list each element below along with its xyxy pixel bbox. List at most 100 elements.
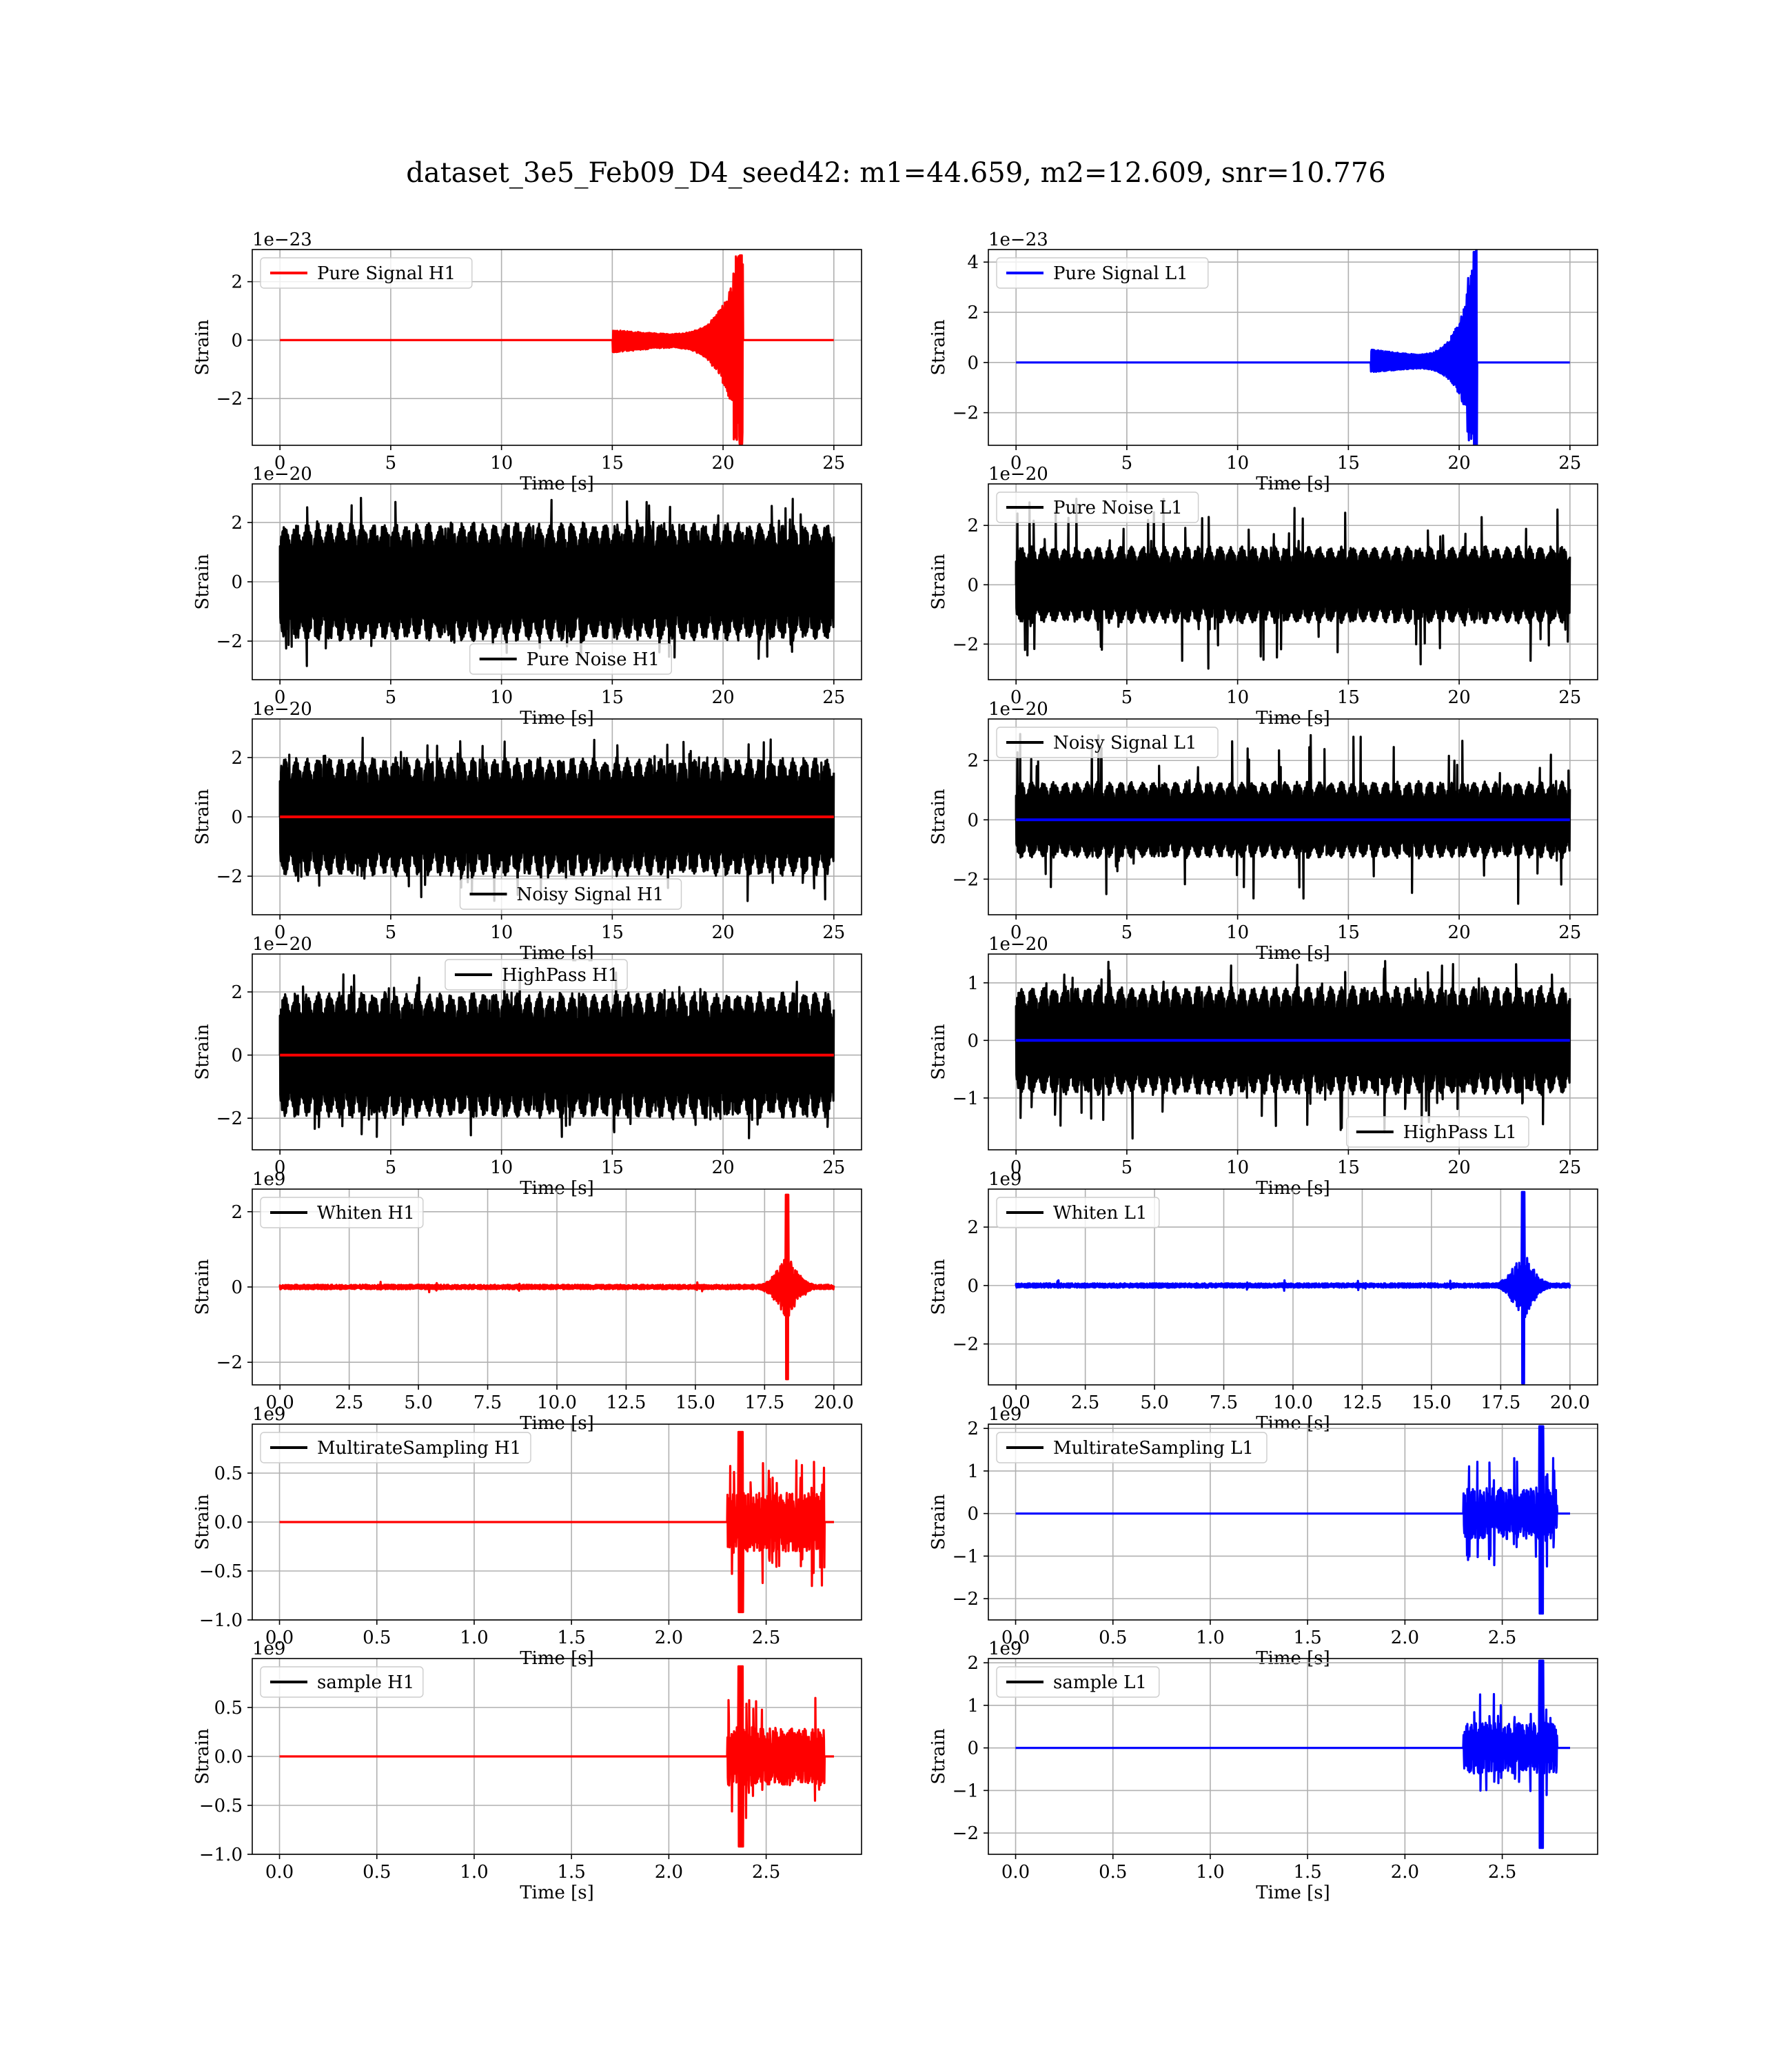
offset-text: 1e−20 xyxy=(988,934,1048,955)
legend-label: HighPass H1 xyxy=(502,965,619,986)
subplot-multirate-sampling-h1: 0.0 0.5 1.0 1.5 2.0 2.5 −1.0 −0.5 0.0 0.5 1e9 Strai… xyxy=(192,1404,862,1669)
y-tick-label: 2 xyxy=(967,516,979,536)
series-line xyxy=(278,1665,835,1848)
x-tick-label: 1.5 xyxy=(1294,1628,1322,1648)
y-tick-label: 2 xyxy=(231,1202,243,1223)
series-group xyxy=(1015,250,1571,445)
series-line xyxy=(1015,498,1571,670)
legend-label: Whiten L1 xyxy=(1053,1203,1147,1224)
x-tick-label: 12.5 xyxy=(1343,1392,1383,1413)
series-line xyxy=(1015,1190,1571,1385)
x-tick-label: 5 xyxy=(385,922,397,943)
series-line xyxy=(1015,250,1571,445)
series-group xyxy=(278,736,835,902)
y-tick-label: 2 xyxy=(967,1419,979,1439)
y-axis-label: Strain xyxy=(928,554,949,610)
y-axis-label: Strain xyxy=(192,1728,213,1785)
series-group xyxy=(1015,1190,1571,1385)
x-tick-label: 0 xyxy=(1010,453,1022,474)
legend-box xyxy=(996,257,1209,289)
x-tick-label: 17.5 xyxy=(1480,1392,1520,1413)
offset-text: 1e9 xyxy=(252,1639,285,1659)
offset-text: 1e9 xyxy=(252,1404,285,1425)
y-axis-label: Strain xyxy=(928,319,949,376)
y-tick-label: 0 xyxy=(231,1277,243,1298)
x-tick-label: 0.5 xyxy=(1099,1862,1127,1883)
offset-text: 1e−23 xyxy=(252,230,312,250)
legend: sample H1 xyxy=(260,1666,424,1698)
x-tick-label: 0 xyxy=(274,922,286,943)
offset-text: 1e−20 xyxy=(988,464,1048,485)
x-tick-label: 2.5 xyxy=(1488,1628,1516,1648)
y-tick-label: 0 xyxy=(967,1276,979,1297)
y-tick-label: −1.0 xyxy=(199,1845,243,1865)
x-tick-label: 5.0 xyxy=(404,1392,432,1413)
series-group xyxy=(278,496,835,667)
y-tick-label: 0 xyxy=(967,1504,979,1525)
series-group xyxy=(1015,1659,1571,1849)
y-tick-label: 0.0 xyxy=(214,1747,243,1767)
offset-text: 1e−20 xyxy=(252,464,312,485)
series-line xyxy=(278,1193,835,1381)
y-tick-label: −2 xyxy=(953,403,979,424)
y-tick-label: 2 xyxy=(231,272,243,293)
series-line xyxy=(278,971,835,1139)
axes-frame xyxy=(988,483,1598,680)
x-tick-label: 5 xyxy=(385,453,397,474)
subplot-sample-l1: 0.0 0.5 1.0 1.5 2.0 2.5 −2 −1 0 1 2 1e9 Strain Time [… xyxy=(928,1639,1598,1903)
x-tick-label: 5 xyxy=(1121,453,1133,474)
x-tick-label: 25 xyxy=(1558,453,1581,474)
series-group xyxy=(1015,1425,1571,1615)
legend-box xyxy=(996,727,1219,758)
y-tick-label: 1 xyxy=(967,973,979,994)
y-tick-label: 2 xyxy=(967,303,979,323)
series-group xyxy=(278,971,835,1139)
axes-frame xyxy=(988,718,1598,915)
x-tick-label: 5 xyxy=(385,687,397,708)
y-tick-label: 0 xyxy=(967,353,979,374)
x-axis-label: Time [s] xyxy=(520,708,594,729)
legend-label: Pure Signal H1 xyxy=(317,263,456,284)
x-axis-label: Time [s] xyxy=(1256,1413,1330,1434)
series-line xyxy=(1015,1659,1571,1849)
legend: Pure Noise H1 xyxy=(469,643,673,675)
series-group xyxy=(1015,960,1571,1140)
x-tick-label: 15.0 xyxy=(675,1392,715,1413)
legend: sample L1 xyxy=(996,1666,1160,1698)
offset-text: 1e9 xyxy=(988,1639,1021,1659)
x-tick-label: 25 xyxy=(1558,687,1581,708)
x-tick-label: 10.0 xyxy=(537,1392,577,1413)
x-tick-label: 10 xyxy=(1226,922,1249,943)
y-tick-label: −2 xyxy=(216,631,243,652)
series-group xyxy=(279,254,835,445)
legend: HighPass L1 xyxy=(1346,1116,1529,1148)
legend: Whiten H1 xyxy=(260,1197,424,1228)
x-tick-label: 5 xyxy=(1121,1157,1133,1178)
x-tick-label: 15 xyxy=(601,1157,624,1178)
legend-box xyxy=(445,959,628,991)
axes-frame xyxy=(252,1188,862,1386)
x-tick-label: 20 xyxy=(712,453,735,474)
legend-label: sample H1 xyxy=(317,1672,414,1693)
x-tick-label: 15 xyxy=(1337,453,1360,474)
axes-frame xyxy=(252,1658,862,1855)
y-tick-label: −0.5 xyxy=(199,1796,243,1816)
y-tick-label: −2 xyxy=(953,634,979,655)
legend-box xyxy=(996,1197,1160,1228)
subplot-noisy-signal-l1: 0 5 10 15 20 25 −2 0 2 1e−20 Strain Time [s] Noisy S… xyxy=(928,699,1598,964)
x-axis-label: Time [s] xyxy=(1256,1883,1330,1903)
x-tick-label: 0.5 xyxy=(1099,1628,1127,1648)
legend-box xyxy=(260,1432,531,1463)
y-tick-label: −2 xyxy=(953,1335,979,1355)
y-tick-label: −1 xyxy=(953,1546,979,1567)
y-tick-label: 2 xyxy=(967,1653,979,1674)
legend-box xyxy=(996,1432,1267,1463)
legend: Noisy Signal H1 xyxy=(459,878,682,910)
y-tick-label: 2 xyxy=(967,1217,979,1238)
x-tick-label: 20 xyxy=(1448,922,1471,943)
legend-label: Noisy Signal L1 xyxy=(1053,733,1197,753)
series-line xyxy=(1015,1425,1571,1615)
y-tick-label: 0.0 xyxy=(214,1512,243,1533)
y-tick-label: 0 xyxy=(967,1738,979,1759)
